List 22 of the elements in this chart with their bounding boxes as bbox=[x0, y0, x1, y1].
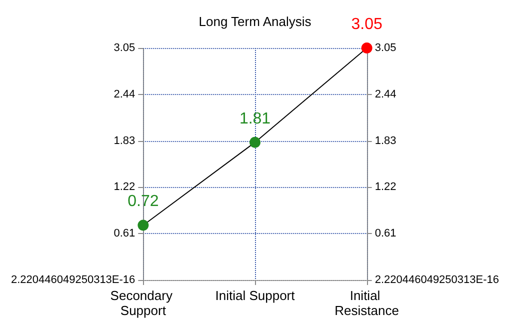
chart-title: Long Term Analysis bbox=[198, 14, 312, 29]
y-tick-label: 0.61 bbox=[114, 228, 136, 240]
data-label: 0.72 bbox=[128, 193, 159, 210]
y-tick-label: 3.05 bbox=[114, 42, 136, 54]
point bbox=[250, 136, 260, 148]
point bbox=[361, 42, 372, 54]
point bbox=[138, 220, 149, 231]
data-label: 3.05 bbox=[351, 16, 382, 33]
y-tick-label: 1.22 bbox=[114, 181, 136, 194]
x-tick-label: Secondary Support bbox=[110, 288, 176, 318]
y2-tick-label: 2.220446049250313E-16 bbox=[374, 274, 500, 286]
y2-tick-label: 3.05 bbox=[374, 42, 396, 54]
x-tick-label: Initial Resistance bbox=[334, 288, 399, 318]
y-tick-label: 2.220446049250313E-16 bbox=[10, 274, 136, 286]
y-tick-label: 2.44 bbox=[114, 88, 136, 100]
y2-tick-label: 1.22 bbox=[374, 181, 396, 194]
y2-tick-label: 1.83 bbox=[374, 134, 396, 147]
x-tick-label: Initial Support bbox=[215, 288, 296, 303]
data-label: 1.81 bbox=[239, 110, 271, 128]
y2-tick-label: 0.61 bbox=[374, 228, 396, 240]
y-tick-label: 1.83 bbox=[114, 134, 136, 147]
y2-tick-label: 2.44 bbox=[374, 88, 396, 100]
